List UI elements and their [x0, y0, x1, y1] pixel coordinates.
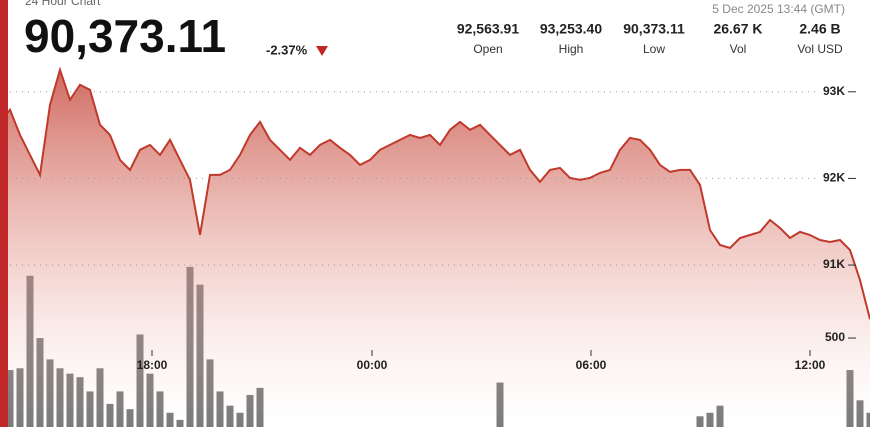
- stat-label: Low: [643, 42, 665, 56]
- stat-value: 90,373.11: [623, 21, 685, 37]
- x-tick-label: 12:00: [795, 358, 826, 372]
- change: -2.37%: [266, 42, 308, 57]
- y-tick-label: 92K: [823, 171, 845, 185]
- y-tick-label: 93K: [823, 84, 845, 98]
- stat-value: 2.46 B: [799, 21, 840, 37]
- stat-value: 26.67 K: [713, 21, 762, 37]
- stat-label: High: [559, 42, 584, 56]
- price: 90,373.11: [24, 10, 226, 62]
- left-accent: [0, 0, 8, 427]
- stat-value: 92,563.91: [457, 21, 519, 37]
- x-tick-label: 06:00: [576, 358, 607, 372]
- area-fill: [0, 69, 870, 427]
- stat-value: 93,253.40: [540, 21, 602, 37]
- stat-label: Vol: [730, 42, 747, 56]
- x-tick-label: 00:00: [357, 358, 388, 372]
- stat-label: Open: [473, 42, 502, 56]
- timestamp: 5 Dec 2025 13:44 (GMT): [712, 2, 845, 16]
- price-line: [0, 66, 870, 320]
- stat-label: Vol USD: [797, 42, 843, 56]
- down-arrow: [316, 46, 328, 56]
- chart-title: 24 Hour Chart: [25, 0, 101, 8]
- x-tick-label: 18:00: [137, 358, 168, 372]
- y2-tick-label: 500: [825, 330, 845, 344]
- y-tick-label: 91K: [823, 257, 845, 271]
